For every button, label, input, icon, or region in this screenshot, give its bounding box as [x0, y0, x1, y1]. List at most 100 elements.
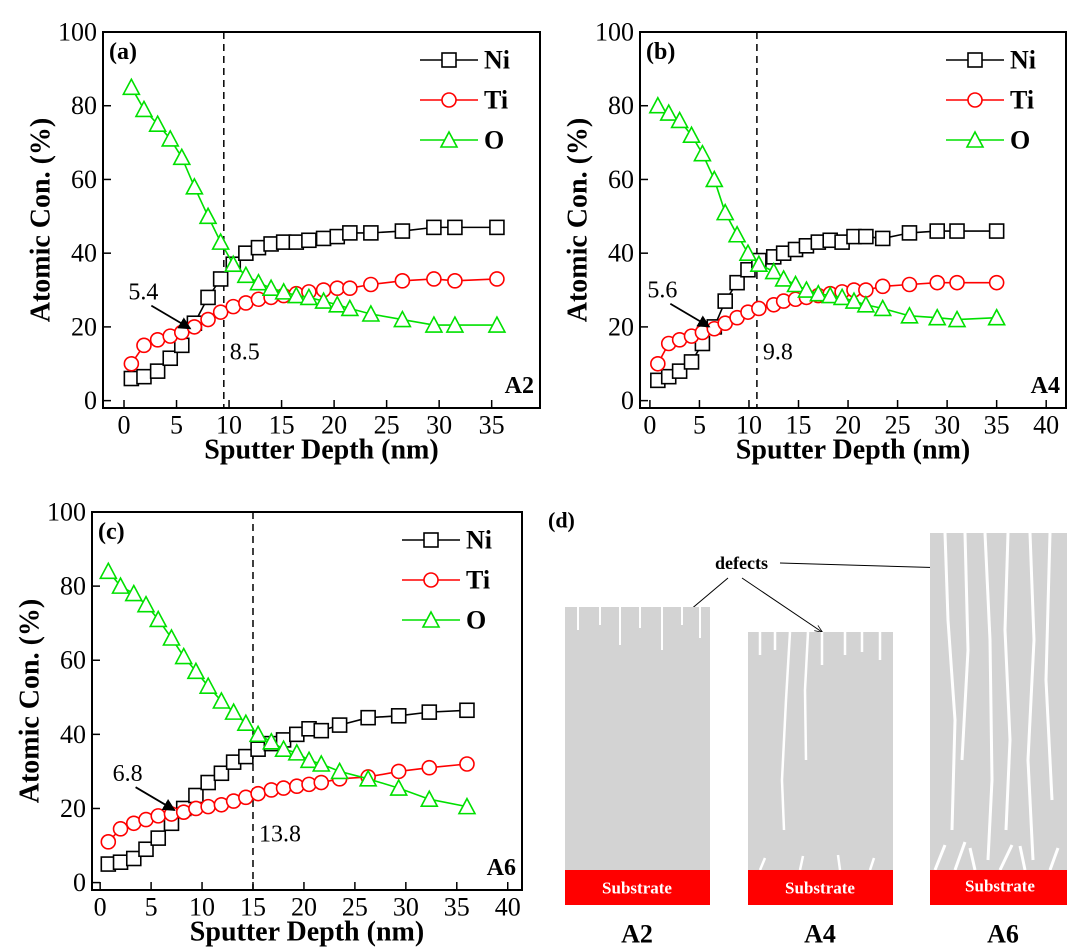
y-tick-label: 100	[58, 18, 97, 47]
data-point	[489, 219, 505, 236]
x-tick-label: 35	[984, 411, 1010, 440]
data-point	[927, 307, 947, 326]
data-point	[342, 225, 358, 241]
data-point	[212, 691, 231, 709]
data-point	[715, 202, 735, 221]
y-tick-label: 40	[608, 239, 634, 268]
data-point	[149, 332, 166, 348]
sample-label: A4	[1031, 373, 1060, 399]
data-point	[447, 219, 463, 236]
x-tick-label: 20	[321, 411, 347, 440]
data-point	[311, 754, 331, 772]
x-axis-label: Sputter Depth (nm)	[204, 435, 438, 466]
data-point	[749, 254, 769, 273]
data-point	[489, 271, 505, 287]
substrate-label: Substrate	[965, 877, 1035, 896]
data-point	[125, 850, 142, 867]
diagram: (d) defects Substrate A2 Substrate A4	[548, 508, 1067, 947]
data-point	[313, 722, 330, 739]
data-point	[98, 561, 118, 580]
data-point	[299, 287, 319, 306]
data-point	[212, 304, 229, 320]
data-point	[148, 114, 167, 132]
legend-marker	[439, 130, 459, 148]
y-tick-label: 40	[60, 720, 86, 749]
data-point	[363, 276, 379, 293]
crossing-arrow	[669, 302, 711, 328]
x-tick-label: 5	[145, 893, 158, 922]
chart: 0 20 40 60 80 100 0 5 10 15 20 25 30 35 40 Sputter Dept…	[563, 18, 1067, 466]
arrow	[779, 562, 950, 568]
data-point	[459, 756, 475, 772]
data-point	[136, 337, 152, 354]
data-point	[947, 309, 967, 328]
plot-frame	[91, 511, 523, 891]
data-point	[136, 594, 156, 613]
legend-marker	[441, 92, 457, 108]
data-point	[122, 77, 141, 96]
x-tick-label: 15	[269, 411, 295, 440]
crossing-arrow	[135, 786, 176, 811]
data-point	[774, 269, 793, 287]
data-point	[459, 702, 475, 719]
substrate-label: Substrate	[602, 879, 672, 898]
panel-label: (b)	[646, 39, 675, 65]
data-point	[150, 830, 167, 846]
data-point	[648, 96, 668, 114]
panel-label: (d)	[548, 508, 575, 533]
data-point	[213, 765, 230, 782]
data-point	[988, 223, 1005, 239]
data-point	[856, 295, 876, 313]
data-point	[327, 295, 347, 313]
crossing-arrow	[150, 304, 192, 330]
y-tick-label: 80	[71, 91, 97, 120]
data-point	[693, 143, 712, 162]
data-point	[340, 298, 360, 317]
data-point	[874, 230, 891, 247]
y-tick-label: 60	[71, 165, 97, 194]
legend-marker	[423, 572, 439, 588]
y-tick-label: 20	[71, 312, 97, 341]
data-point	[659, 103, 679, 121]
x-tick-label: 5	[170, 411, 183, 440]
data-point	[186, 319, 203, 335]
data-point	[249, 272, 268, 291]
reference-label: 13.8	[259, 821, 301, 847]
y-axis-label: Atomic Con. (%)	[563, 118, 594, 323]
data-point	[299, 750, 319, 769]
data-point	[198, 206, 218, 225]
data-point	[858, 282, 874, 298]
data-point	[447, 273, 463, 289]
data-point	[650, 355, 666, 372]
data-point	[900, 306, 919, 324]
substrate	[930, 870, 1067, 905]
crossing-label: 5.6	[647, 278, 677, 304]
data-point	[162, 350, 179, 367]
cracks	[758, 631, 882, 871]
data-point	[858, 228, 874, 245]
chart: 0 20 40 60 80 100 0 5 10 15 20 25 30 35 Sputter Depth …	[26, 18, 541, 466]
plot-frame	[639, 31, 1067, 409]
substrate	[565, 870, 710, 905]
data-point	[274, 282, 294, 300]
sample-label: A2	[505, 373, 534, 399]
data-point	[394, 273, 411, 289]
x-tick-label: 20	[835, 411, 861, 440]
data-point	[224, 702, 243, 720]
data-point	[797, 280, 816, 298]
legend-marker	[967, 52, 983, 68]
data-point	[238, 295, 254, 311]
data-point	[342, 280, 358, 296]
data-point	[683, 354, 700, 370]
substrate	[748, 870, 893, 905]
x-tick-label: 40	[1033, 411, 1059, 440]
legend-label: O	[484, 126, 504, 155]
data-point	[261, 278, 281, 296]
data-point	[198, 676, 218, 694]
reference-label: 9.8	[763, 340, 793, 366]
data-point	[670, 110, 689, 129]
x-tick-label: 25	[374, 411, 400, 440]
data-point	[212, 271, 229, 287]
data-point	[426, 271, 442, 287]
data-point	[360, 709, 376, 726]
